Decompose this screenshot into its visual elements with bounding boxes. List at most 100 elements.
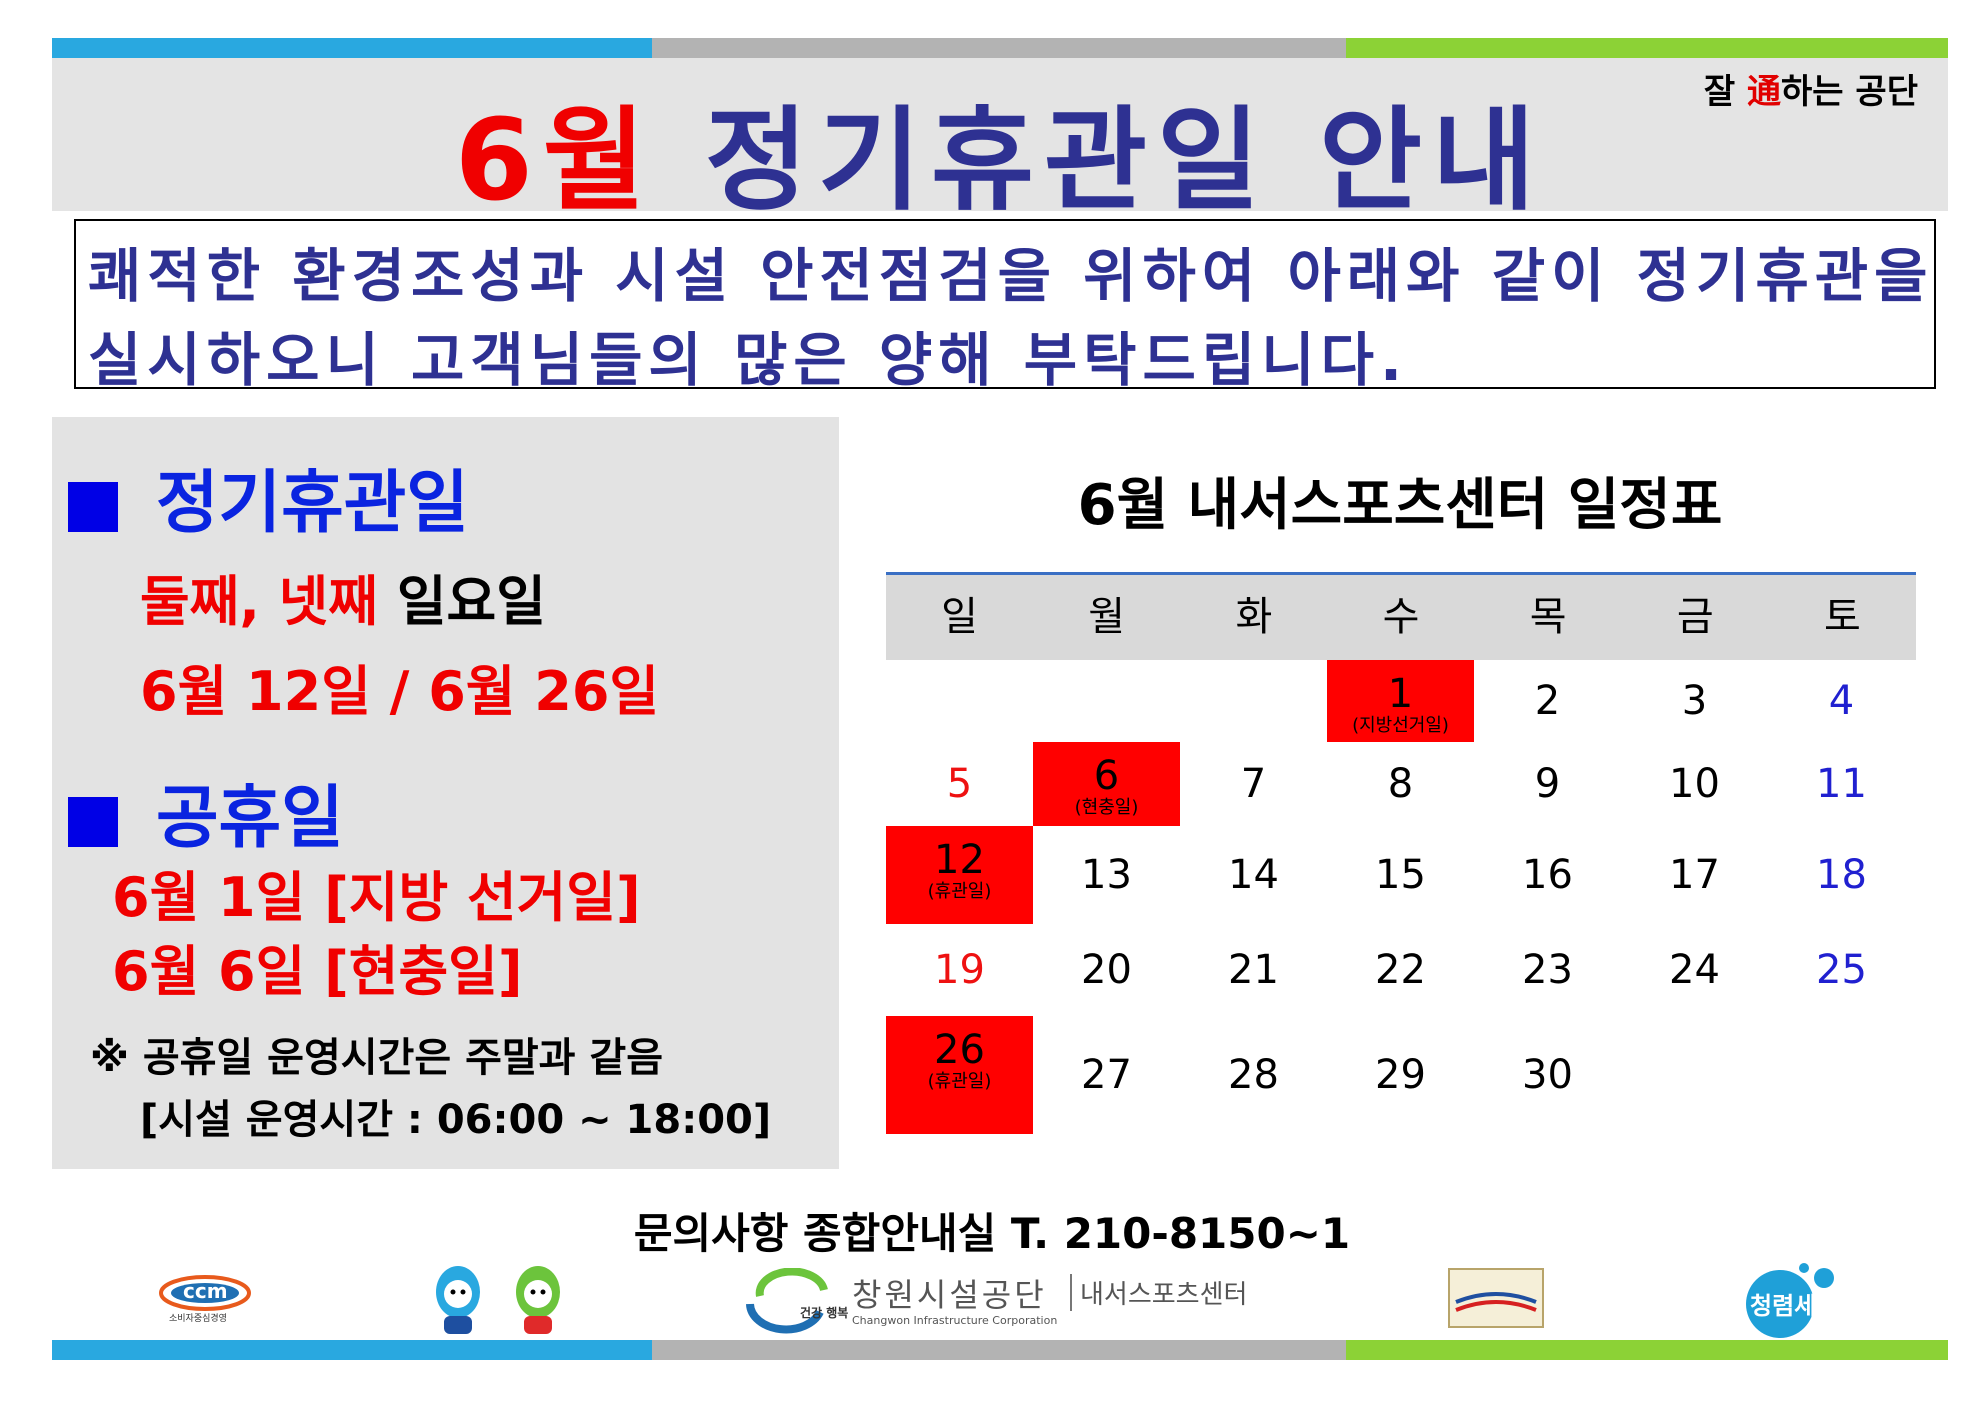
calendar-day-number: 2 xyxy=(1534,678,1561,724)
calendar-day-30: 30 xyxy=(1474,1016,1621,1134)
section-holidays-title: 공휴일 xyxy=(156,779,344,858)
calendar-day-number: 1 xyxy=(1387,671,1414,717)
calendar-day-note: (휴관일) xyxy=(927,1071,992,1092)
weekday-thu: 목 xyxy=(1529,594,1567,640)
calendar-day-number: 13 xyxy=(1081,852,1132,898)
calendar-day-24: 24 xyxy=(1621,924,1768,1016)
weekday-sun: 일 xyxy=(941,594,978,640)
integrity-slogan-logo: 청렴세상 xyxy=(1728,1262,1848,1346)
calendar-day-10: 10 xyxy=(1621,742,1768,826)
square-bullet-icon xyxy=(68,482,118,533)
weekday-fri: 금 xyxy=(1676,594,1714,640)
calendar-day-27: 27 xyxy=(1033,1016,1180,1134)
calendar-day-number: 22 xyxy=(1375,947,1426,993)
slogan-post: 하는 공단 xyxy=(1781,72,1918,112)
title-month: 6월 xyxy=(454,96,656,226)
calendar-day-number: 30 xyxy=(1522,1052,1573,1098)
closure-days-weekday: 일요일 xyxy=(396,570,546,633)
square-bullet-icon xyxy=(68,797,118,848)
calendar-day-26: 26 (휴관일) xyxy=(886,1016,1033,1134)
calendar-day-number: 21 xyxy=(1228,947,1279,993)
calendar-day-8: 8 xyxy=(1327,742,1474,826)
integrity-slogan-text: 청렴세상 xyxy=(1750,1292,1839,1320)
calendar-day-number: 20 xyxy=(1081,947,1132,993)
calendar-day-number: 6 xyxy=(1093,753,1120,799)
facility-hours: [시설 운영시간 : 06:00 ~ 18:00] xyxy=(140,1097,772,1143)
holiday-election: 6월 1일 [지방 선거일] xyxy=(112,866,641,929)
slogan-pre: 잘 xyxy=(1703,72,1748,112)
changwon-corp-logo: 건강 행복 창원시설공단 Changwon Infrastructure Cor… xyxy=(740,1267,1247,1342)
calendar-day-25: 25 xyxy=(1768,924,1915,1016)
calendar-day-number: 23 xyxy=(1522,947,1573,993)
section-regular-closure: 정기휴관일 xyxy=(68,447,469,546)
corp-name-en: Changwon Infrastructure Corporation xyxy=(852,1314,1058,1327)
calendar-day-11: 11 xyxy=(1768,742,1915,826)
calendar-day-19: 19 xyxy=(886,924,1033,1016)
calendar-day-17: 17 xyxy=(1621,826,1768,924)
closure-days-ordinal: 둘째, 넷째 xyxy=(140,570,397,633)
calendar-day-number: 18 xyxy=(1816,852,1867,898)
ccm-logo-text: ccm xyxy=(183,1279,228,1303)
calendar-day-number: 5 xyxy=(946,761,973,807)
calendar-day-2: 2 xyxy=(1474,660,1621,742)
calendar-day-3: 3 xyxy=(1621,660,1768,742)
calendar-day-number: 29 xyxy=(1375,1052,1426,1098)
weekday-wed: 수 xyxy=(1382,594,1420,640)
page-title: 6월 정기휴관일 안내 xyxy=(52,70,1948,232)
calendar-day-number: 24 xyxy=(1669,947,1720,993)
calendar-day-29: 29 xyxy=(1327,1016,1474,1134)
mascot-characters-image xyxy=(418,1262,598,1346)
calendar-day-21: 21 xyxy=(1180,924,1327,1016)
calendar-day-5: 5 xyxy=(886,742,1033,826)
calendar-day-7: 7 xyxy=(1180,742,1327,826)
title-band: 6월 정기휴관일 안내 잘 通하는 공단 xyxy=(52,58,1948,226)
ccm-logo: ccm 소비자중심경영 xyxy=(155,1273,255,1327)
calendar-day-note: (지방선거일) xyxy=(1352,715,1449,736)
calendar-day-12: 12 (휴관일) xyxy=(886,826,1033,924)
calendar-day-number: 17 xyxy=(1669,852,1720,898)
calendar-day-number: 3 xyxy=(1681,678,1708,724)
calendar-day-4: 4 xyxy=(1768,660,1915,742)
calendar-day-number: 27 xyxy=(1081,1052,1132,1098)
calendar-day-note: (휴관일) xyxy=(927,881,992,902)
calendar-day-28: 28 xyxy=(1180,1016,1327,1134)
info-panel: 정기휴관일 둘째, 넷째 일요일 6월 12일 / 6월 26일 공휴일 6월 … xyxy=(52,417,839,1169)
center-name: 내서스포츠센터 xyxy=(1070,1274,1247,1311)
org-slogan: 잘 通하는 공단 xyxy=(1704,64,1918,113)
calendar-weekday-header: 일 월 화 수 목 금 토 xyxy=(886,572,1916,660)
calendar-day-number: 7 xyxy=(1240,761,1267,807)
calendar-day-22: 22 xyxy=(1327,924,1474,1016)
holiday-memorial: 6월 6일 [현충일] xyxy=(112,940,523,1003)
calendar-day-number: 28 xyxy=(1228,1052,1279,1098)
calendar-day-16: 16 xyxy=(1474,826,1621,924)
slogan-mid: 通 xyxy=(1747,72,1782,112)
weekday-mon: 월 xyxy=(1088,594,1126,640)
notice-line-1: 쾌적한 환경조성과 시설 안전점검을 위하여 아래와 같이 정기휴관을 xyxy=(88,242,1934,310)
calendar-day-13: 13 xyxy=(1033,826,1180,924)
calendar-day-9: 9 xyxy=(1474,742,1621,826)
calendar-day-number: 16 xyxy=(1522,852,1573,898)
calendar-day-15: 15 xyxy=(1327,826,1474,924)
calendar-title: 6월 내서스포츠센터 일정표 xyxy=(1077,473,1723,538)
calendar-day-number: 11 xyxy=(1816,761,1867,807)
top-color-bar xyxy=(52,38,1948,58)
title-main: 정기휴관일 안내 xyxy=(704,96,1546,226)
calendar-day-number: 12 xyxy=(934,837,985,883)
calendar-day-number: 19 xyxy=(934,947,985,993)
calendar-day-number: 25 xyxy=(1816,947,1867,993)
calendar-day-number: 14 xyxy=(1228,852,1279,898)
bottom-color-bar xyxy=(52,1340,1948,1360)
calendar-day-number: 9 xyxy=(1534,761,1561,807)
closure-dates: 6월 12일 / 6월 26일 xyxy=(140,660,660,723)
calendar-day-23: 23 xyxy=(1474,924,1621,1016)
calendar-day-number: 8 xyxy=(1387,761,1414,807)
calendar-day-18: 18 xyxy=(1768,826,1915,924)
corp-name: 창원시설공단 xyxy=(852,1276,1047,1314)
calendar-day-20: 20 xyxy=(1033,924,1180,1016)
holiday-hours-note: ※ 공휴일 운영시간은 주말과 같음 xyxy=(90,1035,663,1081)
section-holidays: 공휴일 xyxy=(68,762,344,861)
notice-box: 쾌적한 환경조성과 시설 안전점검을 위하여 아래와 같이 정기휴관을 실시하오… xyxy=(74,219,1936,394)
calendar-day-6: 6 (현충일) xyxy=(1033,742,1180,826)
calendar-day-number: 15 xyxy=(1375,852,1426,898)
contact-info: 문의사항 종합안내실 T. 210-8150~1 xyxy=(633,1209,1351,1258)
